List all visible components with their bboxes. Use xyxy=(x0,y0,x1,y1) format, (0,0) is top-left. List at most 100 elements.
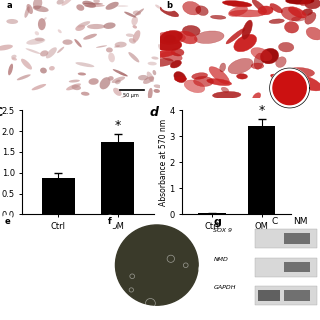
Circle shape xyxy=(38,242,42,246)
Ellipse shape xyxy=(113,88,122,96)
Ellipse shape xyxy=(228,58,253,74)
Ellipse shape xyxy=(84,4,105,7)
Circle shape xyxy=(53,261,58,265)
Ellipse shape xyxy=(291,77,301,83)
Circle shape xyxy=(25,259,28,262)
Circle shape xyxy=(16,227,25,236)
Circle shape xyxy=(22,252,23,253)
Circle shape xyxy=(61,284,69,292)
Ellipse shape xyxy=(147,72,154,82)
Text: 50 µm: 50 µm xyxy=(123,93,139,98)
Ellipse shape xyxy=(44,17,47,20)
Ellipse shape xyxy=(114,45,120,48)
Ellipse shape xyxy=(11,55,17,59)
Bar xyxy=(255,258,317,277)
Circle shape xyxy=(67,265,69,267)
Text: *: * xyxy=(259,104,265,117)
Circle shape xyxy=(34,275,39,280)
Ellipse shape xyxy=(57,47,64,53)
Ellipse shape xyxy=(269,19,284,24)
Circle shape xyxy=(36,256,37,257)
Ellipse shape xyxy=(300,0,311,6)
Ellipse shape xyxy=(27,4,33,14)
Ellipse shape xyxy=(100,77,110,89)
Ellipse shape xyxy=(212,92,241,99)
Circle shape xyxy=(35,245,36,247)
Circle shape xyxy=(70,270,74,274)
Ellipse shape xyxy=(160,30,182,44)
Ellipse shape xyxy=(124,12,136,18)
Ellipse shape xyxy=(306,27,320,40)
Ellipse shape xyxy=(17,74,31,80)
Ellipse shape xyxy=(40,68,47,74)
Circle shape xyxy=(58,266,63,270)
Ellipse shape xyxy=(82,1,96,8)
Ellipse shape xyxy=(26,48,41,54)
Circle shape xyxy=(69,280,76,287)
Ellipse shape xyxy=(178,31,197,44)
Circle shape xyxy=(40,251,43,255)
Ellipse shape xyxy=(281,7,302,21)
Ellipse shape xyxy=(251,48,272,61)
Ellipse shape xyxy=(184,80,205,93)
Ellipse shape xyxy=(234,34,257,52)
Ellipse shape xyxy=(32,84,46,90)
Ellipse shape xyxy=(192,73,208,79)
Circle shape xyxy=(67,263,68,265)
Ellipse shape xyxy=(292,17,306,21)
Ellipse shape xyxy=(254,53,264,69)
Ellipse shape xyxy=(154,89,160,93)
Ellipse shape xyxy=(170,60,181,68)
Circle shape xyxy=(34,246,39,252)
Circle shape xyxy=(72,288,79,295)
Ellipse shape xyxy=(161,52,182,61)
Ellipse shape xyxy=(112,76,125,83)
Ellipse shape xyxy=(164,35,176,43)
Ellipse shape xyxy=(220,63,226,72)
Ellipse shape xyxy=(106,2,119,10)
Ellipse shape xyxy=(284,22,299,33)
Circle shape xyxy=(28,263,32,267)
Ellipse shape xyxy=(81,92,90,96)
Ellipse shape xyxy=(236,74,247,79)
Ellipse shape xyxy=(74,39,82,47)
Ellipse shape xyxy=(270,4,283,13)
Ellipse shape xyxy=(113,69,127,76)
Text: g: g xyxy=(213,217,221,227)
Circle shape xyxy=(54,258,62,266)
Circle shape xyxy=(33,250,36,254)
Ellipse shape xyxy=(143,76,154,84)
Circle shape xyxy=(21,244,28,252)
Circle shape xyxy=(35,243,37,245)
Circle shape xyxy=(1,215,13,228)
Ellipse shape xyxy=(126,34,134,37)
Text: a: a xyxy=(7,1,12,10)
Circle shape xyxy=(63,279,70,287)
Bar xyxy=(284,262,310,272)
Circle shape xyxy=(50,262,55,267)
Ellipse shape xyxy=(66,84,81,90)
Text: f: f xyxy=(108,217,112,226)
Circle shape xyxy=(10,249,12,252)
Text: e: e xyxy=(4,217,10,226)
Text: SOX 9: SOX 9 xyxy=(213,228,232,233)
Ellipse shape xyxy=(76,62,94,67)
Bar xyxy=(284,291,310,301)
Circle shape xyxy=(52,273,55,277)
Ellipse shape xyxy=(62,39,73,45)
Circle shape xyxy=(18,255,24,261)
Circle shape xyxy=(23,253,28,259)
Ellipse shape xyxy=(108,76,114,81)
Circle shape xyxy=(59,266,63,270)
Ellipse shape xyxy=(258,6,273,15)
Ellipse shape xyxy=(69,80,80,83)
Ellipse shape xyxy=(87,24,105,29)
Ellipse shape xyxy=(158,44,162,50)
Circle shape xyxy=(43,263,47,268)
Ellipse shape xyxy=(155,32,186,44)
Circle shape xyxy=(71,261,75,265)
Polygon shape xyxy=(270,68,309,108)
Ellipse shape xyxy=(132,25,137,28)
Ellipse shape xyxy=(108,52,115,62)
Circle shape xyxy=(73,272,79,279)
